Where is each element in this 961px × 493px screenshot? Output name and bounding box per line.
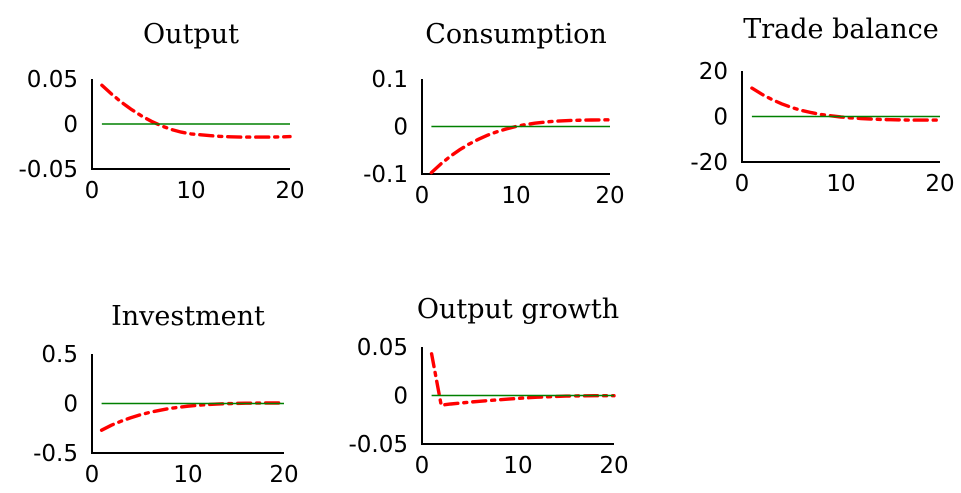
ytick-label-consumption: -0.1	[363, 162, 408, 188]
xtick-label-investment: 20	[269, 462, 298, 488]
ytick-label-trade-balance: -20	[690, 150, 728, 176]
xtick-label-investment: 0	[85, 462, 100, 488]
panel-investment: Investment 0.5 0 -0.5 0 10 20	[33, 301, 299, 488]
ytick-label-consumption: 0.1	[371, 67, 408, 93]
response-line-trade-balance	[750, 86, 942, 122]
xtick-label-trade-balance: 0	[735, 171, 750, 197]
axes-trade-balance	[741, 71, 940, 163]
xtick-label-output: 0	[85, 178, 100, 204]
ytick-label-trade-balance: 20	[699, 59, 728, 85]
response-line-investment	[99, 401, 286, 432]
xtick-label-output: 10	[176, 178, 205, 204]
xtick-label-investment: 10	[173, 462, 202, 488]
ytick-label-output: 0	[63, 112, 78, 138]
ytick-label-investment: 0.5	[41, 342, 78, 368]
panel-output: Output 0.05 0 -0.05 0 10 20	[18, 19, 304, 204]
ytick-label-investment: -0.5	[33, 441, 78, 467]
ytick-label-output: -0.05	[18, 157, 78, 183]
axes-output	[91, 79, 290, 170]
axes-output-growth	[421, 347, 614, 445]
xtick-label-consumption: 10	[501, 183, 530, 209]
panel-title-output-growth: Output growth	[417, 294, 619, 325]
response-line-consumption	[429, 118, 612, 175]
panel-title-consumption: Consumption	[425, 19, 607, 50]
panel-output-growth: Output growth 0.05 0 -0.05 0 10 20	[348, 294, 628, 479]
ytick-label-investment: 0	[63, 392, 78, 418]
ytick-label-output-growth: 0.05	[357, 335, 408, 361]
ytick-label-output-growth: -0.05	[348, 432, 408, 458]
panel-title-trade-balance: Trade balance	[743, 14, 938, 45]
axes-investment	[91, 354, 284, 454]
ytick-label-output: 0.05	[27, 67, 78, 93]
ytick-label-output-growth: 0	[393, 384, 408, 410]
panel-title-output: Output	[143, 19, 239, 50]
response-line-output	[100, 83, 292, 139]
ytick-label-consumption: 0	[393, 115, 408, 141]
xtick-label-trade-balance: 10	[826, 171, 855, 197]
panel-title-investment: Investment	[111, 301, 265, 332]
xtick-label-output-growth: 0	[415, 453, 430, 479]
ytick-label-trade-balance: 0	[713, 105, 728, 131]
xtick-label-consumption: 0	[415, 183, 430, 209]
panel-trade-balance: Trade balance 20 0 -20 0 10 20	[690, 14, 954, 197]
xtick-label-output-growth: 10	[503, 453, 532, 479]
xtick-label-consumption: 20	[595, 183, 624, 209]
xtick-label-output: 20	[275, 178, 304, 204]
xtick-label-trade-balance: 20	[925, 171, 954, 197]
axes-consumption	[421, 79, 610, 175]
panel-consumption: Consumption 0.1 0 -0.1 0 10 20	[363, 19, 625, 209]
xtick-label-output-growth: 20	[599, 453, 628, 479]
